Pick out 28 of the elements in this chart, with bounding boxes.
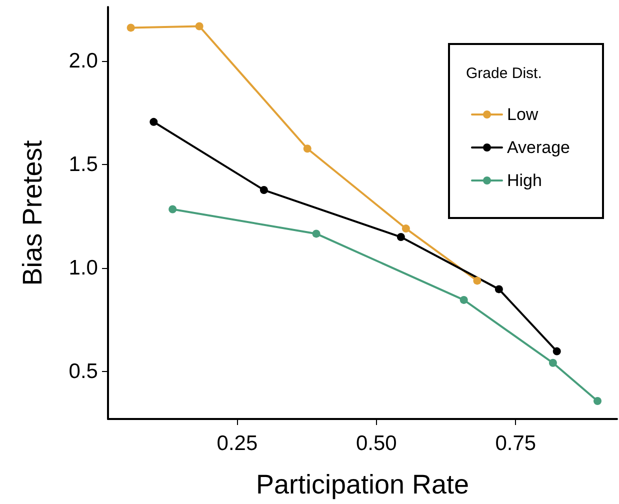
point <box>473 276 482 285</box>
x-tick-label: 0.75 <box>495 432 536 455</box>
point <box>460 296 468 304</box>
x-axis-title: Participation Rate <box>256 470 470 500</box>
y-tick-label: 2.0 <box>68 49 98 72</box>
point <box>150 118 158 126</box>
legend-title: Grade Dist. <box>466 65 542 82</box>
point <box>594 396 602 405</box>
point <box>552 347 561 356</box>
y-tick-label: 0.5 <box>68 360 98 383</box>
point <box>126 24 135 32</box>
point <box>168 205 177 214</box>
point <box>312 230 320 238</box>
y-tick-label: 1.0 <box>68 256 98 280</box>
point <box>195 22 204 30</box>
point <box>548 358 557 367</box>
x-tick-label: 0.50 <box>356 432 397 455</box>
point <box>396 233 405 242</box>
point <box>494 285 503 294</box>
point <box>402 224 410 233</box>
point <box>260 186 268 194</box>
legend-label: Average <box>507 138 570 157</box>
y-tick-label: 1.5 <box>68 152 98 176</box>
legend-label: High <box>507 171 542 190</box>
x-tick-label: 0.25 <box>216 432 258 455</box>
point <box>303 144 312 153</box>
y-axis-title: Bias Pretest <box>18 140 48 286</box>
legend-label: Low <box>507 105 539 124</box>
